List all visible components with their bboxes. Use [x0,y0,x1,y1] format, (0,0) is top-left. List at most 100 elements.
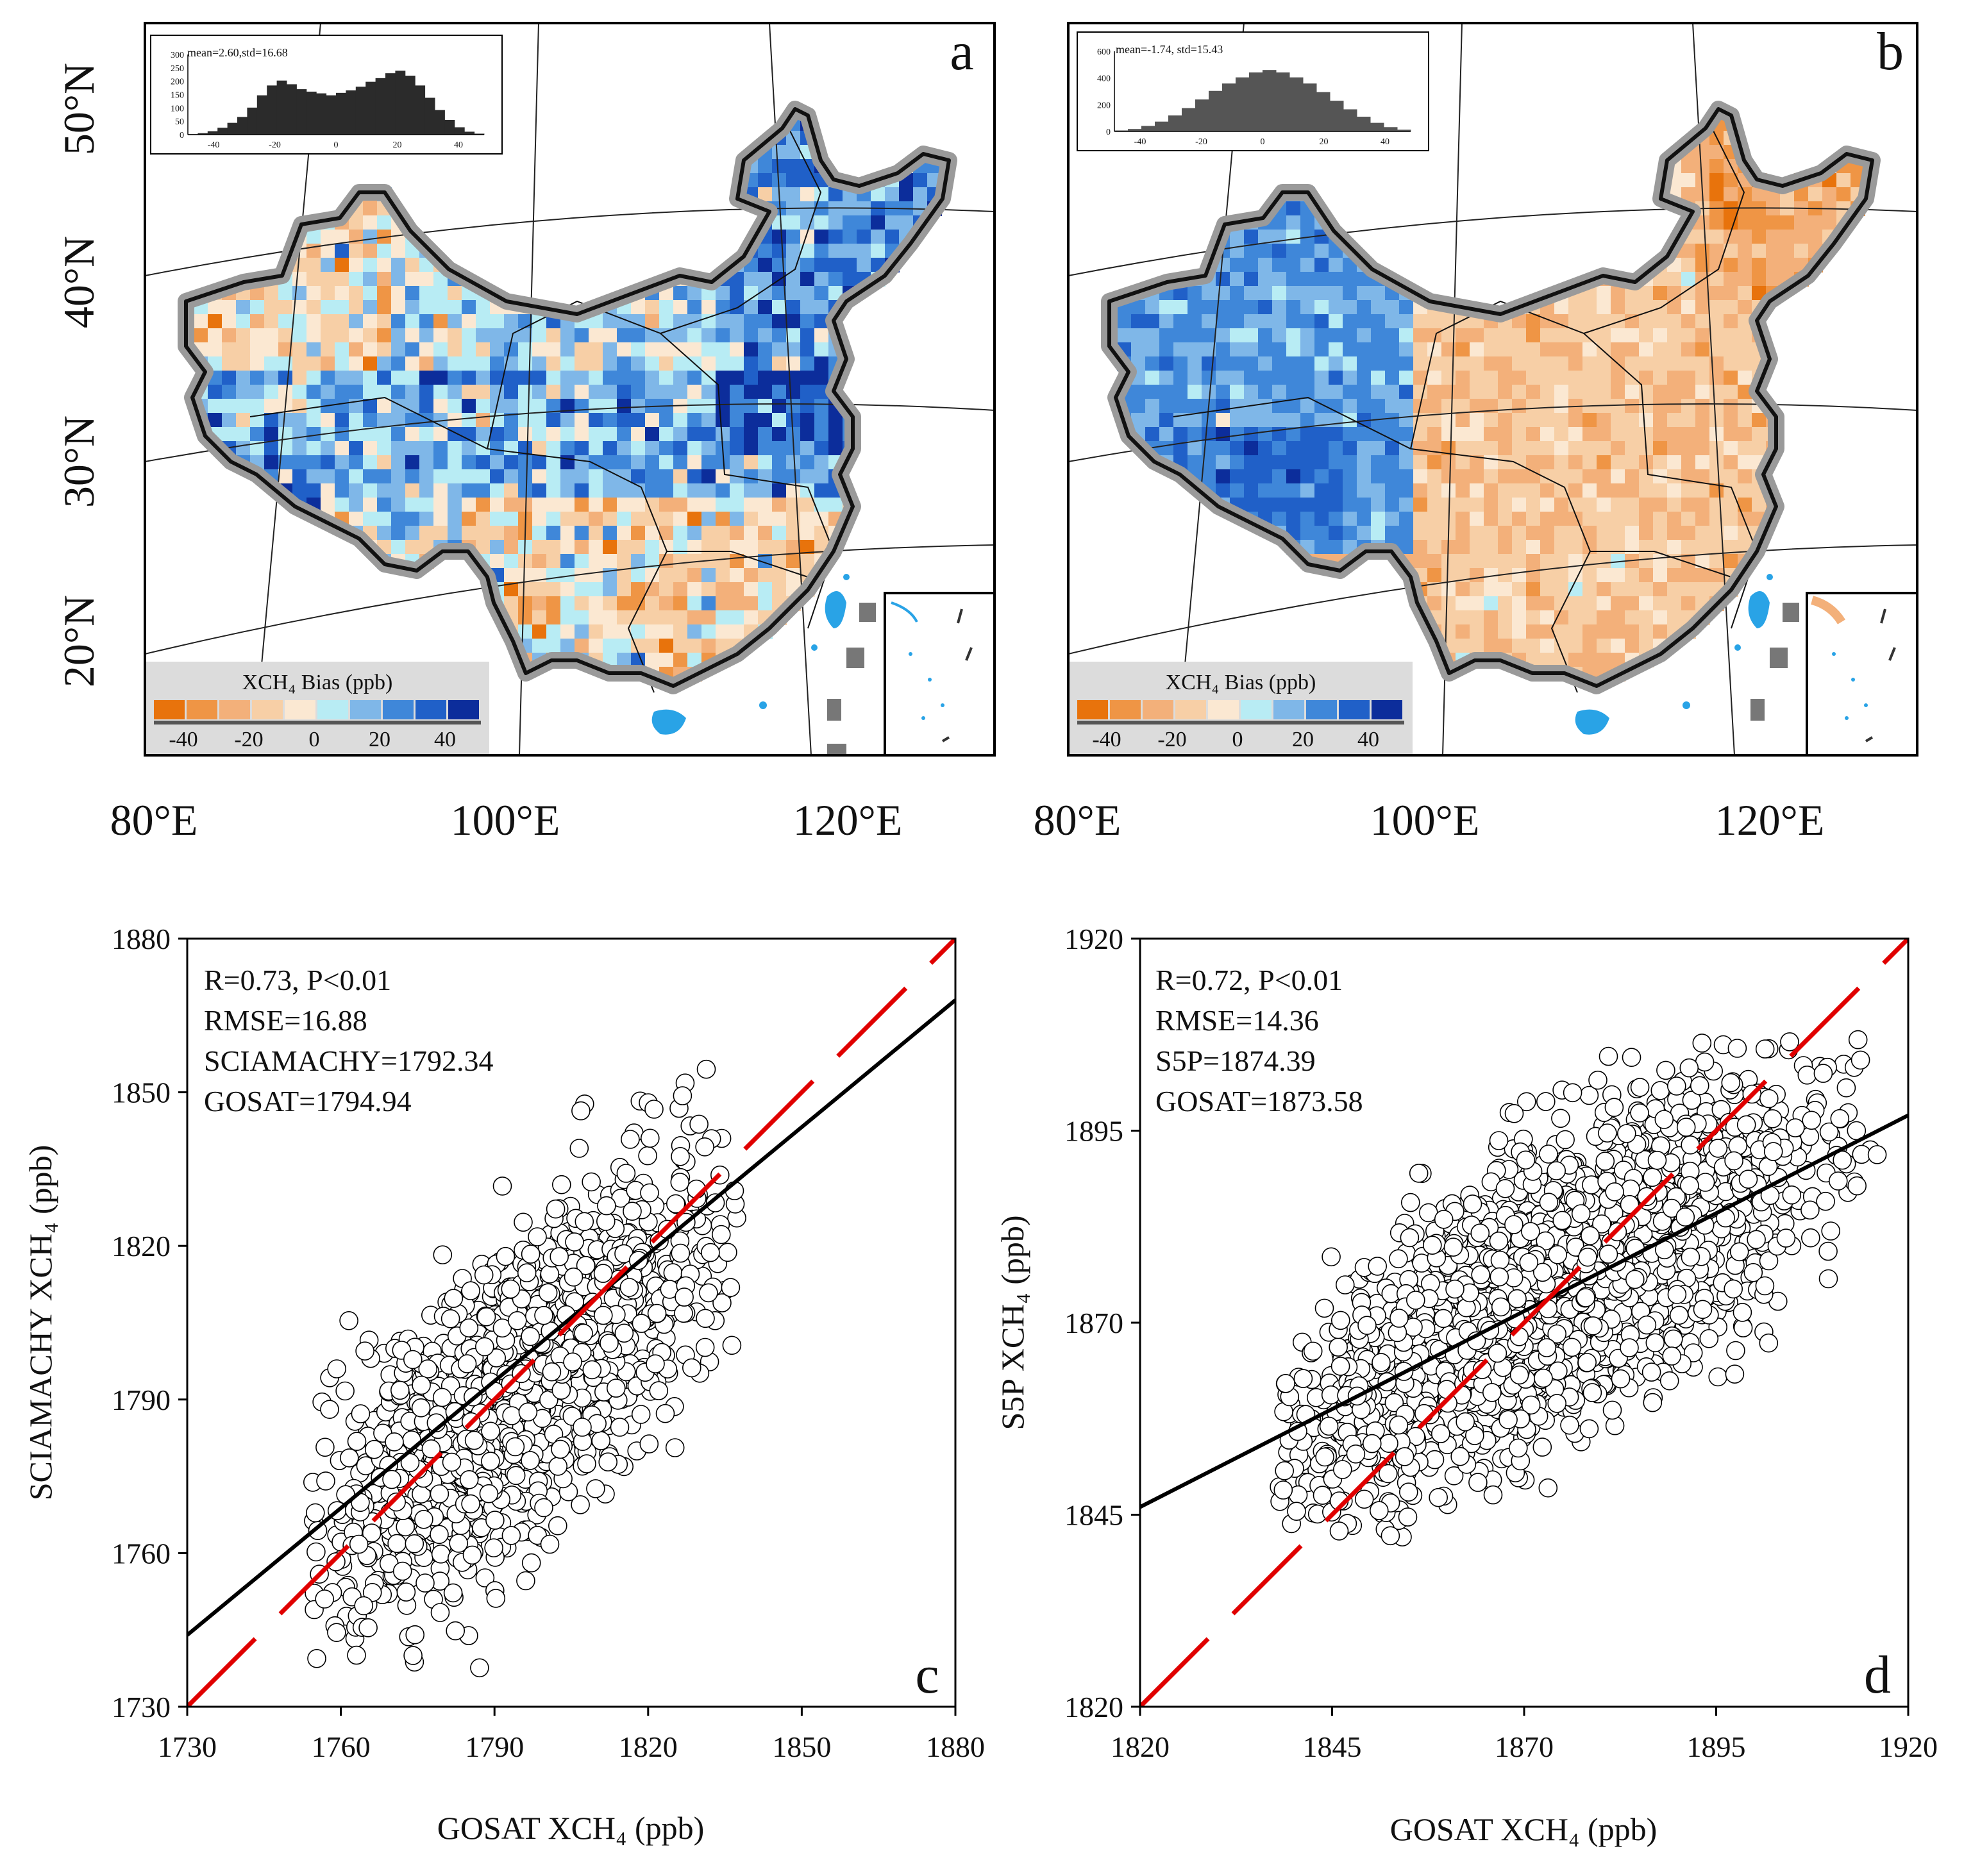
bias-cell [1709,328,1724,343]
scatter-point [505,1437,525,1457]
bias-cell [772,469,787,484]
histogram-bar [1343,109,1357,131]
bias-cell [1653,596,1668,611]
bias-cell [1300,300,1315,315]
bias-cell [349,300,364,315]
bias-cell [377,244,392,258]
scatter-point [339,1448,359,1468]
bias-cell [1470,427,1484,442]
bias-cell [786,371,801,385]
bias-cell [1329,427,1343,442]
bias-cell [687,483,702,498]
bias-cell [405,385,420,399]
bias-cell [758,300,773,315]
histogram-stats-b: mean=-1.74, std=15.43 [1116,43,1223,56]
legend-swatch [1372,700,1402,719]
bias-cell [1188,427,1202,442]
scatter-point [689,1114,709,1134]
bias-cell [1272,498,1287,512]
bias-cell [1836,173,1851,188]
bias-cell [1822,187,1837,202]
bias-cell [448,399,462,414]
bias-cell [814,300,829,315]
bias-cell [335,498,349,512]
bias-cell [476,498,491,512]
bias-cell [1357,483,1372,498]
scatter-point [644,1100,664,1119]
bias-cell [589,498,603,512]
scatter-point [474,1337,494,1357]
histogram-bar [355,87,366,135]
histogram-bar [227,122,238,135]
bias-cell [1456,582,1470,597]
bias-cell [236,427,251,442]
bias-cell [716,540,730,555]
bias-cell [1681,286,1696,301]
bias-cell [1456,427,1470,442]
bias-cell [391,328,406,343]
bias-cell [532,554,547,569]
bias-cell [1695,498,1710,512]
bias-cell [1611,498,1625,512]
bias-cell [250,427,265,442]
bias-cell [292,427,307,442]
bias-cell [335,328,349,343]
bias-cell [1597,596,1611,611]
bias-cell [1568,441,1583,456]
bias-cell [1371,413,1386,428]
bias-cell [617,371,632,385]
bias-cell [800,441,815,456]
bias-cell [716,568,730,583]
bias-cell [1639,286,1654,301]
bias-cell [1667,399,1682,414]
bias-cell [1371,356,1386,371]
bias-cell [1202,356,1216,371]
bias-cell [716,342,730,357]
bias-cell [1695,286,1710,301]
bias-cell [1568,540,1583,555]
bias-cell [758,356,773,371]
scatter-point [712,1293,732,1312]
y-tick-label: 1850 [112,1076,171,1109]
bias-cell [1357,286,1372,301]
histogram-bar [1384,127,1398,131]
bias-cell [236,413,251,428]
bias-cell [701,512,716,526]
bias-cell [377,215,392,230]
bias-cell [321,483,335,498]
bias-cell [1286,244,1301,258]
bias-cell [1188,300,1202,315]
bias-cell [1822,215,1837,230]
bias-cell [1145,399,1160,414]
bias-cell [758,526,773,540]
bias-cell [1188,371,1202,385]
bias-cell [1540,653,1555,667]
bias-cell [1456,342,1470,357]
bias-cell [828,272,843,287]
bias-cell [490,314,505,329]
bias-cell [1286,498,1301,512]
scatter-point [542,1362,562,1382]
bias-cell [575,624,589,639]
bias-cell [744,526,759,540]
scatter-point [430,1525,449,1545]
bias-cell [1738,371,1752,385]
bias-cell [1300,399,1315,414]
bias-cell [1371,342,1386,357]
bias-cell [448,512,462,526]
bias-cell [1244,258,1259,272]
bias-cell [1709,215,1724,230]
bias-cell [1244,385,1259,399]
bias-cell [1230,328,1245,343]
bias-cell [1498,526,1513,540]
bias-cell [504,540,519,555]
bias-cell [433,371,448,385]
bias-cell [1371,427,1386,442]
bias-cell [1611,371,1625,385]
bias-cell [1230,483,1245,498]
annotations-c: R=0.73, P<0.01 RMSE=16.88 SCIAMACHY=1792… [204,964,494,1118]
bias-cell [814,187,829,202]
bias-cell [1639,568,1654,583]
bias-cell [363,371,378,385]
bias-cell [631,554,646,569]
